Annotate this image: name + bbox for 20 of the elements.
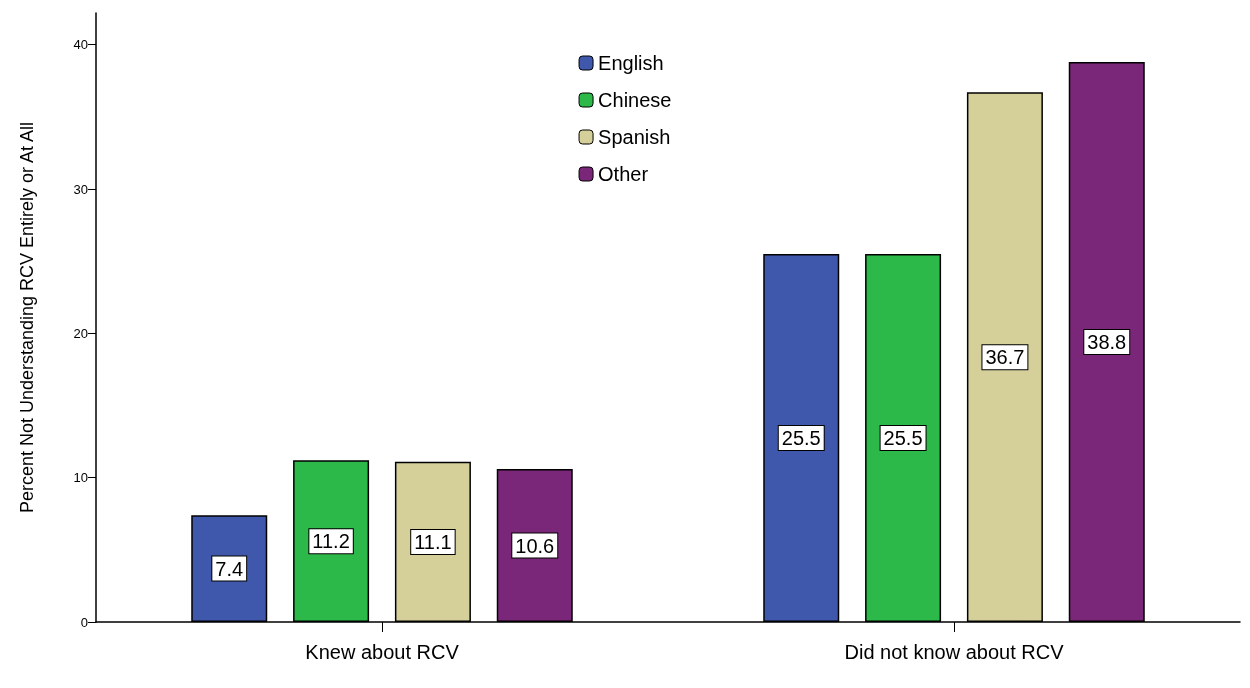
legend-label: Other bbox=[598, 163, 649, 185]
legend-label: Spanish bbox=[598, 126, 671, 148]
data-label: 36.7 bbox=[985, 346, 1025, 369]
y-tick-label: 10 bbox=[73, 470, 88, 486]
data-label: 11.1 bbox=[414, 530, 452, 553]
legend-label: Chinese bbox=[598, 89, 672, 111]
legend-label: English bbox=[598, 52, 664, 74]
data-label: 38.8 bbox=[1087, 331, 1127, 354]
y-tick-label: 40 bbox=[73, 37, 88, 53]
data-label: 11.2 bbox=[312, 530, 350, 553]
data-label: 10.6 bbox=[515, 534, 555, 557]
y-tick-label: 30 bbox=[73, 181, 88, 197]
y-tick-label: 0 bbox=[80, 614, 88, 630]
y-tick-label: 20 bbox=[73, 325, 88, 341]
data-label: 25.5 bbox=[781, 427, 821, 449]
data-label: 7.4 bbox=[215, 557, 244, 580]
x-tick-label: Did not know about RCV bbox=[844, 641, 1065, 663]
y-axis-title: Percent Not Understanding RCV Entirely or At All bbox=[17, 121, 37, 514]
data-label: 25.5 bbox=[883, 427, 923, 449]
x-tick-label: Knew about RCV bbox=[305, 641, 460, 663]
